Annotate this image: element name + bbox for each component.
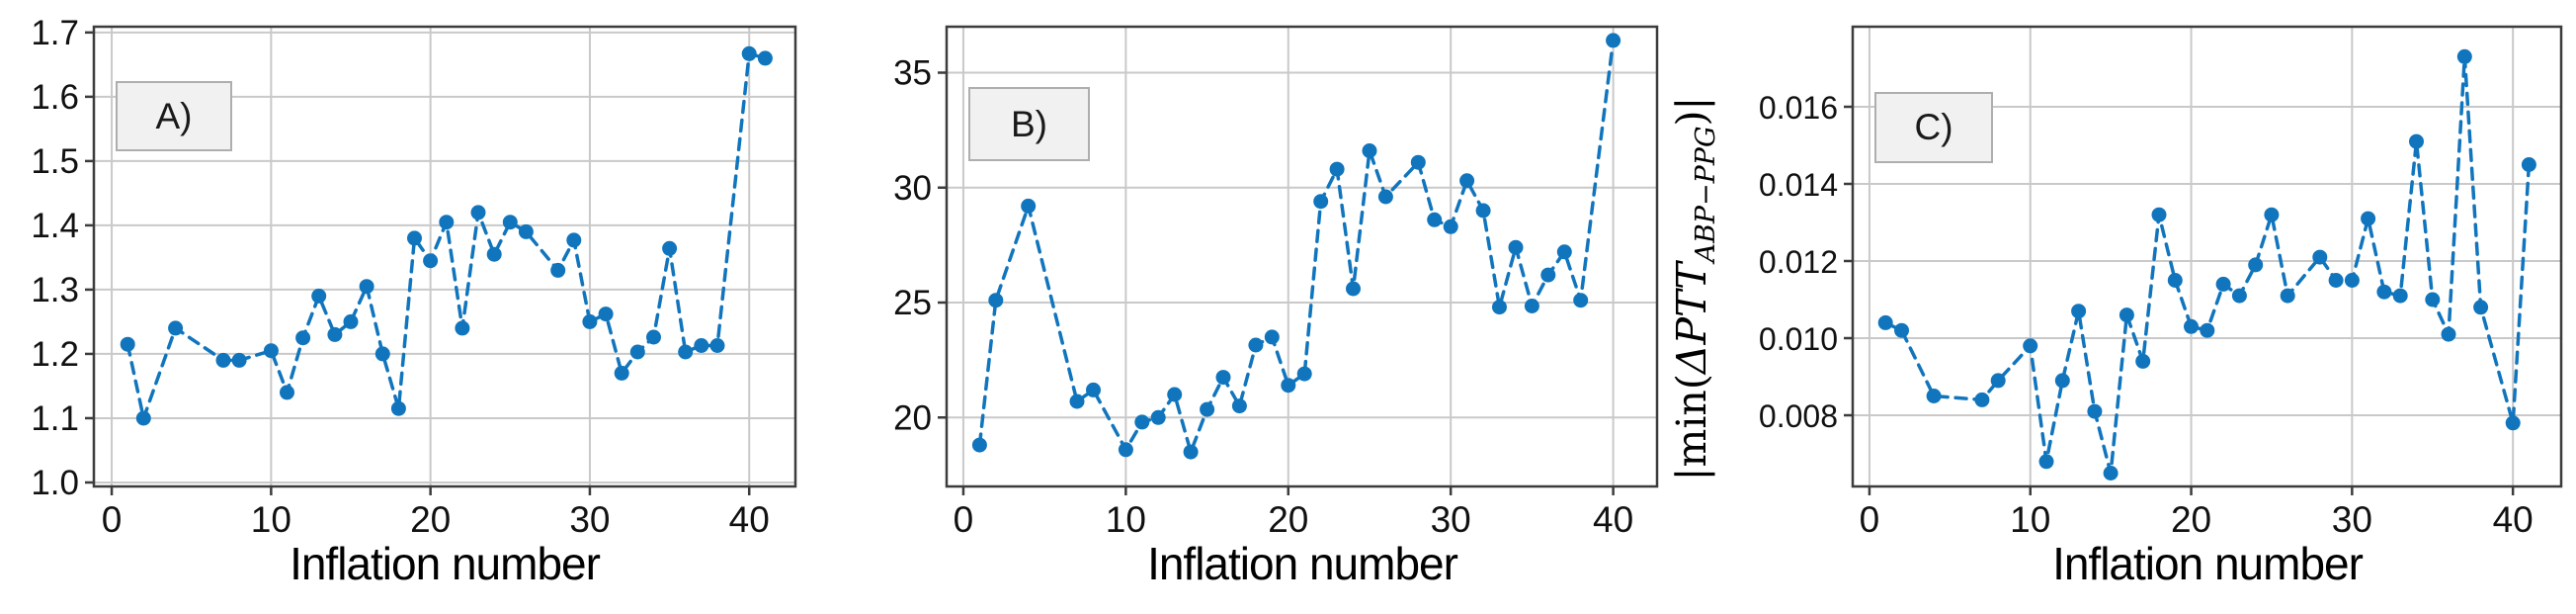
panel-c-tag-box: C) (1874, 92, 1993, 163)
svg-text:20: 20 (893, 398, 932, 437)
panel-b: 0 10 20 30 40 20 25 30 35 (893, 25, 1659, 541)
svg-text:1.5: 1.5 (31, 142, 79, 181)
panel-b-series-line (977, 39, 1616, 458)
svg-text:0.012: 0.012 (1759, 244, 1838, 280)
svg-text:30: 30 (893, 169, 932, 208)
panel-b-gridlines (947, 27, 1657, 486)
panel-c-tick-labels: 0 10 20 30 40 0.008 0.010 0.012 0.014 0.016 (1759, 90, 2534, 540)
svg-text:0: 0 (102, 499, 123, 540)
panel-c-tag: C) (1914, 107, 1953, 147)
svg-text:30: 30 (2332, 499, 2372, 540)
ylabel-subscript: ABP−PPG (1691, 126, 1722, 263)
panel-a-tag: A) (155, 95, 193, 136)
panel-b-spines (945, 25, 1659, 488)
svg-text:1.0: 1.0 (31, 464, 79, 502)
svg-text:35: 35 (893, 54, 932, 93)
panel-b-tag-box: B) (968, 87, 1090, 161)
panel-c: 0 10 20 30 40 0.008 0.010 0.012 0.014 0.016 (1759, 25, 2563, 540)
svg-text:40: 40 (1593, 499, 1633, 540)
panel-a-ticks (85, 31, 751, 495)
svg-text:1.6: 1.6 (31, 78, 79, 117)
panel-b-tick-labels: 0 10 20 30 40 20 25 30 35 (893, 54, 1633, 541)
svg-text:0: 0 (1860, 499, 1880, 540)
svg-text:1.1: 1.1 (31, 399, 79, 438)
svg-text:1.7: 1.7 (31, 14, 79, 52)
svg-text:0.016: 0.016 (1759, 90, 1838, 126)
svg-text:30: 30 (1431, 499, 1471, 540)
svg-text:20: 20 (1268, 499, 1308, 540)
svg-text:20: 20 (2171, 499, 2211, 540)
panel-c-gridlines (1853, 27, 2561, 486)
svg-text:1.4: 1.4 (31, 207, 79, 245)
panel-c-spines (1851, 25, 2563, 488)
panel-b-tag: B) (1011, 103, 1047, 144)
panel-a-tag-box: A) (116, 81, 232, 151)
panel-a-series-markers (120, 45, 773, 426)
svg-text:25: 25 (893, 284, 932, 322)
svg-text:1.2: 1.2 (31, 335, 79, 374)
svg-text:10: 10 (1106, 499, 1146, 540)
panel-c-ticks (1844, 105, 2515, 495)
svg-text:0: 0 (954, 499, 974, 540)
panel-b-xlabel: Inflation number (1147, 538, 1458, 589)
svg-text:10: 10 (251, 499, 291, 540)
svg-text:0.014: 0.014 (1759, 167, 1838, 203)
panel-b-ticks (938, 71, 1615, 495)
panel-a-spines (92, 25, 797, 488)
svg-text:1.3: 1.3 (31, 271, 79, 309)
svg-text:0.010: 0.010 (1759, 321, 1838, 357)
svg-text:40: 40 (2493, 499, 2534, 540)
panel-c-series-markers (1877, 48, 2536, 481)
ylabel-var: ΔPTT (1668, 262, 1715, 375)
panel-c-xlabel: Inflation number (2052, 538, 2364, 589)
panel-a-tick-labels: 0 10 20 30 40 1.0 1.1 1.2 1.3 1.4 1.5 1.6 1.7 (31, 14, 769, 540)
panel-b-series-markers (971, 33, 1621, 460)
ylabel-open: |min( (1668, 374, 1715, 482)
panel-a-xlabel: Inflation number (290, 538, 601, 589)
svg-text:40: 40 (729, 499, 770, 540)
svg-text:10: 10 (2010, 499, 2050, 540)
svg-text:0.008: 0.008 (1759, 398, 1838, 434)
panel-c-ylabel: |min(ΔPTTABP−PPG)| (1668, 96, 1721, 482)
ylabel-close: )| (1668, 96, 1715, 127)
svg-text:30: 30 (569, 499, 610, 540)
svg-text:20: 20 (410, 499, 451, 540)
